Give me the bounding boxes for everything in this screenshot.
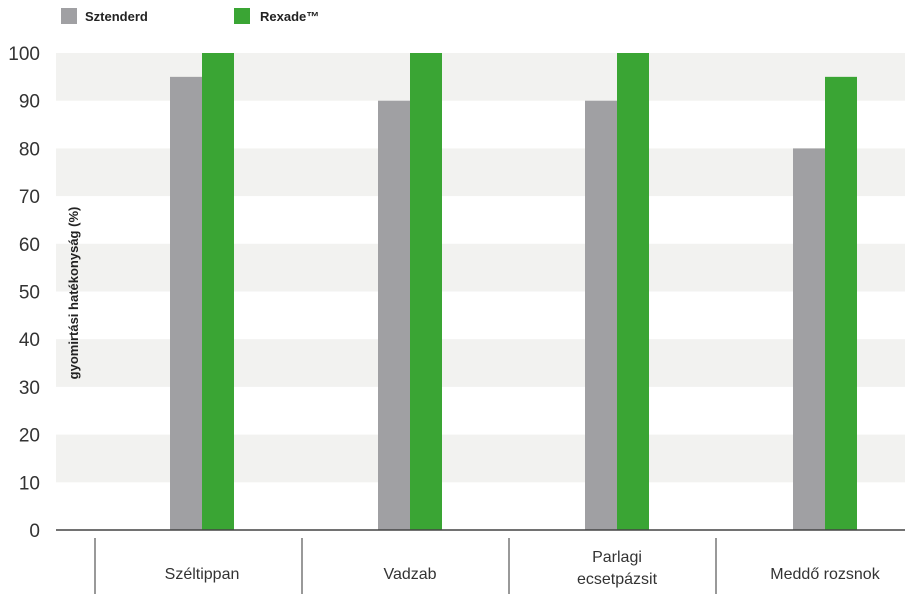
y-tick-label: 0 <box>29 521 40 542</box>
bars <box>170 53 857 530</box>
category-label: ecsetpázsit <box>577 571 658 588</box>
bar-sztenderd-2 <box>585 100 617 530</box>
y-tick-label: 10 <box>19 473 40 494</box>
bar-rexade-2 <box>617 53 649 530</box>
y-tick-label: 20 <box>19 426 40 447</box>
y-tick-label: 100 <box>8 44 40 65</box>
category-label: Meddő rozsnok <box>770 566 880 583</box>
bar-sztenderd-3 <box>793 148 825 530</box>
bar-sztenderd-0 <box>170 76 202 530</box>
y-axis-ticks: 0 10 20 30 40 50 60 70 80 90 100 <box>8 44 40 542</box>
y-tick-label: 40 <box>19 330 40 351</box>
y-tick-label: 80 <box>19 139 40 160</box>
category-separators <box>94 538 717 594</box>
category-label: Széltippan <box>165 566 240 583</box>
category-label: Vadzab <box>383 566 436 583</box>
legend: Sztenderd Rexade™ <box>61 8 319 24</box>
y-tick-label: 30 <box>19 378 40 399</box>
bar-rexade-3 <box>825 76 857 530</box>
category-labels: Széltippan Vadzab Parlagi ecsetpázsit Meddő … <box>165 549 881 588</box>
bar-rexade-0 <box>202 53 234 530</box>
y-tick-label: 60 <box>19 235 40 256</box>
y-tick-label: 90 <box>19 92 40 113</box>
y-tick-label: 70 <box>19 187 40 208</box>
y-tick-label: 50 <box>19 283 40 304</box>
legend-label-rexade: Rexade™ <box>260 9 319 24</box>
bar-sztenderd-1 <box>378 100 410 530</box>
category-label: Parlagi <box>592 549 642 566</box>
legend-label-sztenderd: Sztenderd <box>85 9 148 24</box>
y-axis-label: gyomirtási hatékonyság (%) <box>66 207 81 380</box>
legend-swatch-sztenderd <box>61 8 77 24</box>
bar-rexade-1 <box>410 53 442 530</box>
legend-swatch-rexade <box>234 8 250 24</box>
